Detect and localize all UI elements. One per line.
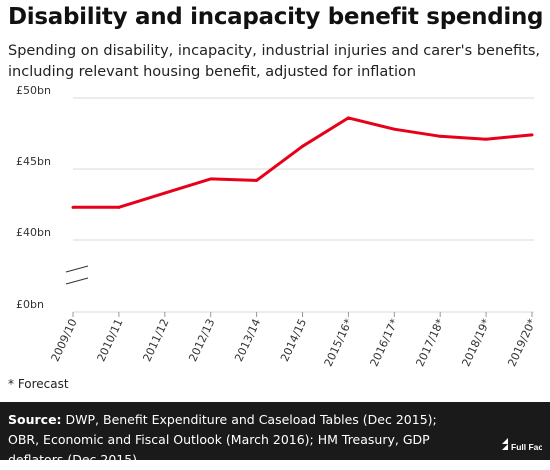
x-tick-label: 2019/20*: [505, 316, 539, 368]
x-tick-label: 2018/19*: [459, 316, 493, 368]
x-tick-label: 2011/12: [140, 317, 171, 364]
y-tick-label: £50bn: [16, 84, 51, 97]
data-point: [163, 191, 167, 195]
y-tick-label: £40bn: [16, 226, 51, 239]
x-tick-label: 2016/17*: [368, 316, 402, 368]
x-tick-label: 2013/14: [232, 317, 263, 364]
data-point: [301, 144, 304, 148]
x-tick-label: 2014/15: [278, 317, 309, 364]
source-label: Source:: [8, 412, 62, 427]
series-line: [73, 116, 533, 209]
data-point: [255, 178, 259, 182]
chart-subtitle: Spending on disability, incapacity, indu…: [8, 43, 541, 80]
svg-text:Full Fact: Full Fact: [511, 442, 542, 452]
x-tick-label: 2015/16*: [322, 316, 356, 368]
data-point: [484, 137, 488, 141]
forecast-footnote: * Forecast: [8, 377, 69, 391]
line-chart: £0bn £40bn £45bn £50bn 2009/10 2010/11 2011/12…: [16, 84, 539, 369]
source-text: Source: DWP, Benefit Expenditure and Cas…: [8, 410, 468, 470]
axis-break-mark: [65, 277, 89, 285]
source-body: DWP, Benefit Expenditure and Caseload Ta…: [8, 412, 437, 467]
x-tick-label: 2010/11: [95, 317, 126, 364]
source-footer: Source: DWP, Benefit Expenditure and Cas…: [0, 402, 550, 467]
full-fact-logo-icon: Full Fact: [502, 438, 542, 452]
x-tick-label: 2017/18*: [413, 316, 447, 368]
y-tick-label: £45bn: [16, 155, 51, 168]
x-tick-label: 2012/13: [186, 317, 217, 364]
data-point: [209, 177, 213, 181]
data-point: [438, 134, 442, 138]
x-tick-label: 2009/10: [49, 317, 80, 364]
axis-break-mark: [65, 265, 89, 273]
data-point: [71, 205, 75, 209]
chart-title: Disability and incapacity benefit spendi…: [8, 4, 544, 30]
data-point: [346, 116, 350, 120]
data-point: [392, 127, 396, 131]
data-point: [530, 133, 534, 137]
y-tick-label: £0bn: [16, 298, 44, 311]
data-point: [117, 205, 121, 209]
